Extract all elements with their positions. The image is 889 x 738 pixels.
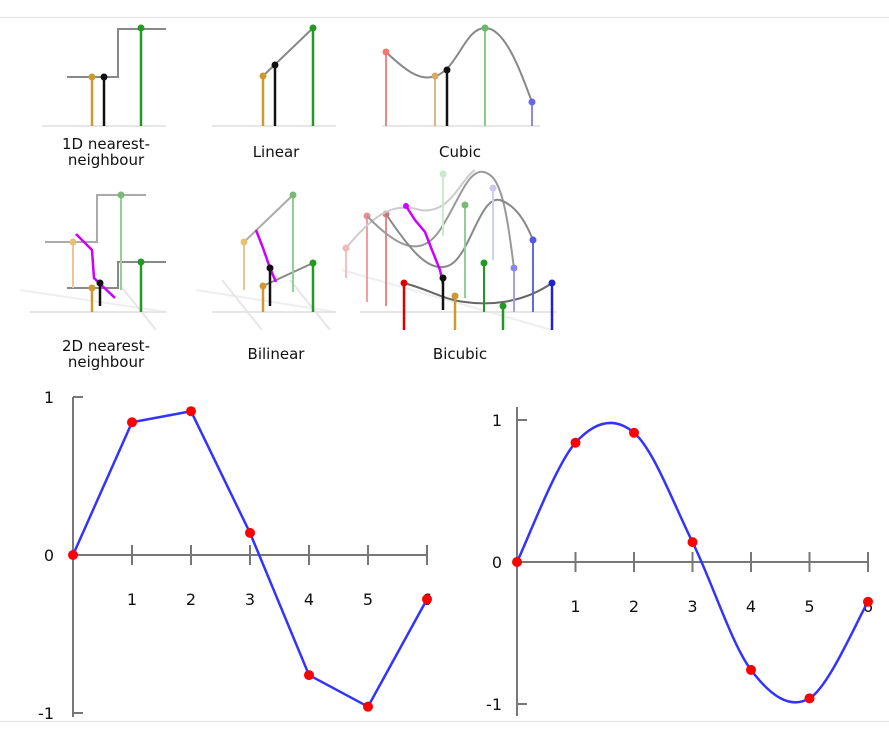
diagram-linear: [212, 24, 336, 127]
data-point: [304, 670, 314, 681]
y-tick-label: 0: [492, 553, 502, 572]
x-tick-label: 4: [304, 590, 314, 609]
diagram-nn1d: [42, 24, 166, 127]
x-tick-label: 2: [186, 590, 196, 609]
data-point: [687, 537, 698, 548]
y-tick-label: 1: [492, 411, 502, 430]
data-point: [570, 437, 581, 448]
data-point: [363, 701, 373, 712]
x-tick-label: 5: [804, 597, 814, 616]
data-point: [245, 527, 255, 538]
diagram-bilinear: [195, 191, 337, 331]
diagram-cubic: [382, 24, 540, 127]
data-point: [804, 693, 815, 704]
bottom-divider: [0, 721, 889, 722]
data-point: [629, 427, 639, 438]
data-point: [422, 594, 432, 605]
diagram-bicubic: [341, 169, 556, 331]
data-point: [186, 406, 196, 417]
x-tick-label: 3: [245, 590, 255, 609]
x-tick-label: 2: [629, 597, 639, 616]
caption-nn1d: 1D nearest- neighbour: [62, 135, 150, 169]
caption-linear: Linear: [252, 143, 300, 161]
x-tick-label: 1: [127, 590, 137, 609]
x-tick-label: 1: [570, 597, 580, 616]
caption-nn2d: 2D nearest- neighbour: [62, 337, 150, 371]
y-tick-label: -1: [38, 704, 54, 723]
x-tick-label: 3: [687, 597, 697, 616]
data-point: [512, 557, 522, 567]
top-divider: [0, 17, 889, 18]
data-point: [746, 664, 756, 675]
caption-bicubic: Bicubic: [432, 345, 488, 363]
y-tick-label: 1: [44, 388, 54, 407]
y-tick-label: -1: [486, 695, 502, 714]
caption-bilinear: Bilinear: [247, 345, 305, 363]
x-tick-label: 4: [746, 597, 756, 616]
data-point: [127, 417, 137, 428]
diagram-nn2d: [19, 191, 167, 331]
y-tick-label: 0: [44, 546, 54, 565]
data-point: [68, 550, 78, 560]
caption-cubic: Cubic: [439, 143, 481, 161]
x-tick-label: 5: [363, 590, 373, 609]
data-point: [863, 596, 873, 607]
